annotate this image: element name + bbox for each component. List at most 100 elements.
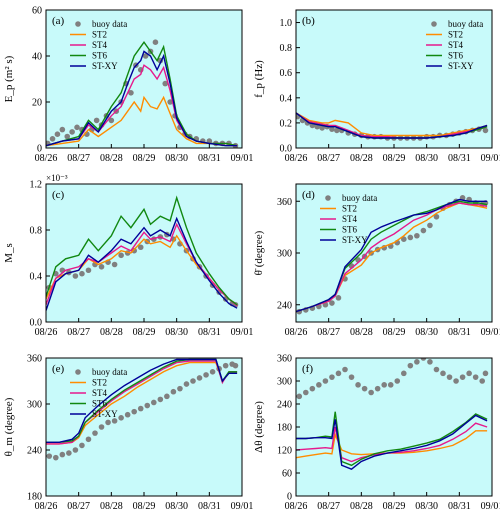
buoy-point	[335, 370, 342, 377]
y-tick-label: 0.0	[280, 144, 293, 155]
buoy-point	[79, 270, 85, 277]
buoy-point	[69, 129, 75, 135]
series-line-st2	[296, 112, 488, 137]
series-line-st-xy	[296, 414, 488, 470]
x-tick-label: 08/31	[448, 153, 471, 164]
buoy-point	[74, 124, 80, 131]
buoy-point	[319, 125, 325, 131]
legend-label: ST4	[92, 388, 108, 398]
legend-marker	[431, 21, 437, 27]
buoy-point	[368, 389, 374, 396]
buoy-point	[164, 393, 170, 400]
buoy-point	[446, 374, 453, 380]
legend-label: ST-XY	[92, 61, 118, 71]
legend-label: buoy data	[448, 19, 483, 29]
panel-c: 08/26 08/27 08/28 08/29 08/30 08/31 09/01 0.0 0.…	[3, 173, 253, 338]
buoy-point	[142, 53, 149, 59]
buoy-point	[303, 389, 309, 396]
panel-b: 08/26 08/27 08/28 08/29 08/30 08/31 09/01 0.0 0.…	[253, 9, 500, 164]
series-group	[46, 39, 239, 148]
x-tick-label: 08/28	[100, 327, 123, 338]
buoy-point	[329, 126, 335, 132]
y-tick-label: 300	[277, 377, 292, 388]
x-tick-label: 08/28	[350, 153, 373, 164]
y-tick-label: 0.4	[280, 93, 293, 104]
series-line-st4	[296, 202, 488, 313]
buoy-point	[420, 227, 427, 234]
buoy-point	[170, 388, 177, 395]
panel-tag: (e)	[52, 363, 65, 375]
buoy-point	[355, 382, 361, 388]
buoy-point	[131, 247, 137, 254]
buoy-point	[334, 127, 340, 134]
y-axis-label: E_p (m² s)	[3, 55, 15, 102]
legend-label: ST6	[92, 51, 108, 61]
y-tick-label: 240	[277, 300, 292, 311]
panel-d: 08/26 08/27 08/28 08/29 08/30 08/31 09/01 240 30…	[253, 183, 500, 338]
buoy-point	[93, 117, 100, 124]
buoy-point	[162, 80, 169, 87]
legend-label: ST2	[448, 30, 463, 40]
x-tick-label: 08/26	[35, 501, 58, 512]
x-tick-label: 08/31	[198, 153, 221, 164]
x-tick-label: 08/27	[67, 327, 90, 338]
y-tick-label: 360	[277, 197, 292, 208]
x-tick-label: 08/27	[317, 327, 340, 338]
x-tick-label: 08/31	[198, 501, 221, 512]
x-tick-label: 09/01	[231, 501, 254, 512]
buoy-point	[157, 396, 164, 403]
legend-label: ST2	[92, 378, 107, 388]
x-tick-label: 08/29	[383, 327, 406, 338]
buoy-point	[151, 399, 157, 406]
buoy-point	[72, 273, 79, 279]
buoy-point	[105, 419, 111, 426]
buoy-point	[111, 418, 118, 424]
buoy-point	[479, 378, 486, 384]
buoy-point	[118, 252, 124, 259]
panel-tag: (a)	[52, 15, 65, 27]
y-tick-label: 240	[277, 400, 292, 411]
y-tick-label: 300	[277, 249, 292, 260]
buoy-point	[64, 133, 71, 140]
series-line-st4	[296, 112, 488, 139]
y-tick-label: 0	[37, 144, 42, 155]
y-tick-label: 60	[32, 6, 42, 17]
x-tick-label: 09/01	[231, 327, 254, 338]
legend-label: ST6	[342, 225, 358, 235]
buoy-point	[196, 375, 203, 381]
buoy-point	[335, 295, 342, 301]
buoy-point	[433, 366, 440, 373]
y-tick-label: 0.8	[280, 43, 293, 54]
buoy-point	[453, 378, 459, 384]
buoy-point	[124, 411, 131, 418]
x-tick-label: 08/26	[285, 153, 308, 164]
y-tick-label: 0.0	[30, 318, 43, 329]
buoy-point	[209, 369, 216, 375]
x-tick-label: 08/31	[198, 327, 221, 338]
buoy-point	[374, 385, 381, 392]
plot-area	[46, 10, 242, 148]
buoy-point	[414, 359, 420, 365]
buoy-point	[427, 359, 433, 365]
buoy-point	[92, 430, 98, 436]
y-axis-label: θ_m (degree)	[3, 397, 15, 456]
legend-label: ST4	[342, 214, 358, 224]
legend-label: ST-XY	[342, 235, 368, 245]
buoy-point	[309, 385, 316, 392]
buoy-point	[167, 99, 173, 105]
x-tick-label: 08/26	[285, 501, 308, 512]
x-tick-label: 08/29	[133, 153, 156, 164]
buoy-point	[427, 222, 433, 229]
buoy-point	[108, 117, 115, 124]
buoy-point	[54, 131, 61, 137]
legend-label: ST-XY	[92, 409, 118, 419]
buoy-point	[387, 382, 394, 388]
buoy-point	[177, 385, 183, 392]
x-tick-label: 09/01	[231, 153, 254, 164]
series-line-st6	[296, 411, 488, 467]
x-tick-label: 08/29	[133, 327, 156, 338]
panel-a: 08/26 08/27 08/28 08/29 08/30 08/31 09/01 0 20 40…	[3, 6, 253, 165]
y-tick-label: 0	[287, 492, 292, 503]
